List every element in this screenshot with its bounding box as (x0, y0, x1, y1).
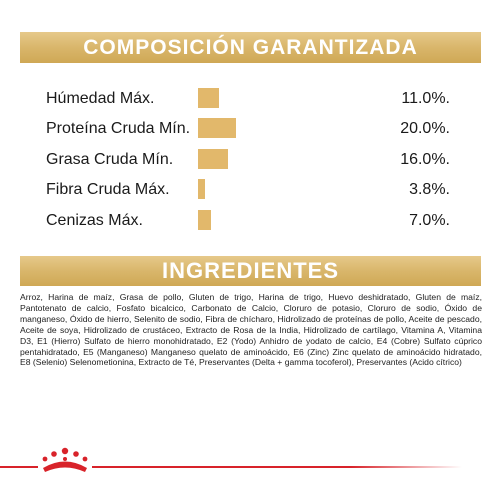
composition-row-proteina: Proteína Cruda Mín. 20.0%. (0, 117, 500, 141)
composition-title: COMPOSICIÓN GARANTIZADA (20, 32, 481, 63)
row-bar (198, 179, 205, 199)
row-percent: 11.0%. (401, 90, 450, 107)
row-percent: 16.0%. (400, 151, 450, 168)
footer-divider-right (92, 466, 462, 468)
row-bar (198, 88, 219, 108)
footer-divider-left (0, 466, 38, 468)
row-bar (198, 149, 228, 169)
composition-row-fibra: Fibra Cruda Máx. 3.8%. (0, 178, 500, 202)
royal-canin-crown-icon (42, 447, 88, 472)
composition-row-humedad: Húmedad Máx. 11.0%. (0, 87, 500, 111)
row-label: Cenizas Máx. (46, 212, 143, 229)
row-label: Grasa Cruda Mín. (46, 151, 174, 168)
row-bar (198, 210, 211, 230)
composition-row-cenizas: Cenizas Máx. 7.0%. (0, 209, 500, 233)
ingredients-title: INGREDIENTES (20, 256, 481, 286)
row-bar (198, 118, 236, 138)
row-percent: 3.8%. (409, 181, 450, 198)
row-label: Húmedad Máx. (46, 90, 155, 107)
ingredients-text: Arroz, Harina de maíz, Grasa de pollo, G… (20, 292, 482, 368)
row-percent: 7.0%. (409, 212, 450, 229)
row-label: Proteína Cruda Mín. (46, 120, 191, 137)
row-label: Fibra Cruda Máx. (46, 181, 170, 198)
row-percent: 20.0%. (400, 120, 450, 137)
composition-row-grasa: Grasa Cruda Mín. 16.0%. (0, 148, 500, 172)
